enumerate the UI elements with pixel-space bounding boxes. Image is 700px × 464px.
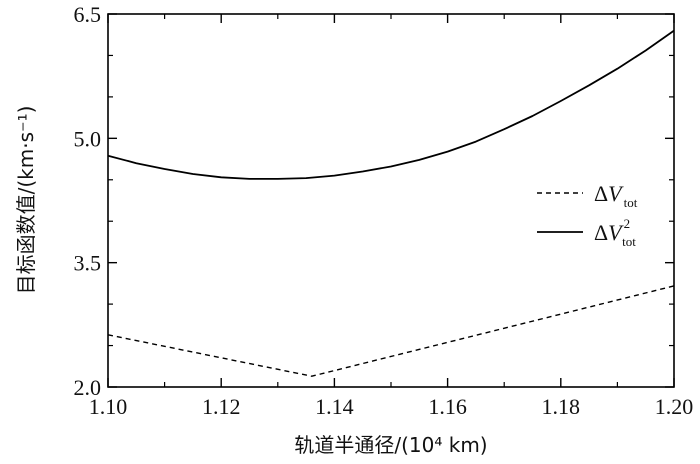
x-tick-label: 1.12: [202, 394, 241, 419]
plot-frame: [107, 13, 675, 388]
x-tick-label: 1.14: [315, 394, 354, 419]
x-tick-label: 1.18: [542, 394, 581, 419]
y-tick-label: 6.5: [74, 2, 102, 27]
x-tick-label: 1.10: [89, 394, 128, 419]
axis-ticks: 1.10 1.12 1.14 1.16 1.18 1.20 2.0 3.5 5.0 6.5: [74, 2, 694, 419]
legend: ΔV tot ΔV 2 tot: [537, 181, 638, 249]
y-tick-label: 5.0: [74, 126, 102, 151]
series-layer: [107, 29, 675, 377]
series-line-dv-tot-squared: [107, 29, 675, 180]
y-axis-title: 目标函数值/(km·s⁻¹): [14, 106, 38, 295]
x-tick-label: 1.20: [655, 394, 694, 419]
y-tick-label: 2.0: [74, 375, 102, 400]
x-axis-title: 轨道半通径/(10⁴ km): [294, 433, 487, 457]
y-tick-label: 3.5: [74, 251, 102, 276]
x-tick-label: 1.16: [428, 394, 467, 419]
legend-label-1: ΔV tot: [594, 181, 638, 210]
series-line-dv-tot: [107, 285, 675, 377]
legend-label-2: ΔV 2 tot: [594, 216, 636, 249]
